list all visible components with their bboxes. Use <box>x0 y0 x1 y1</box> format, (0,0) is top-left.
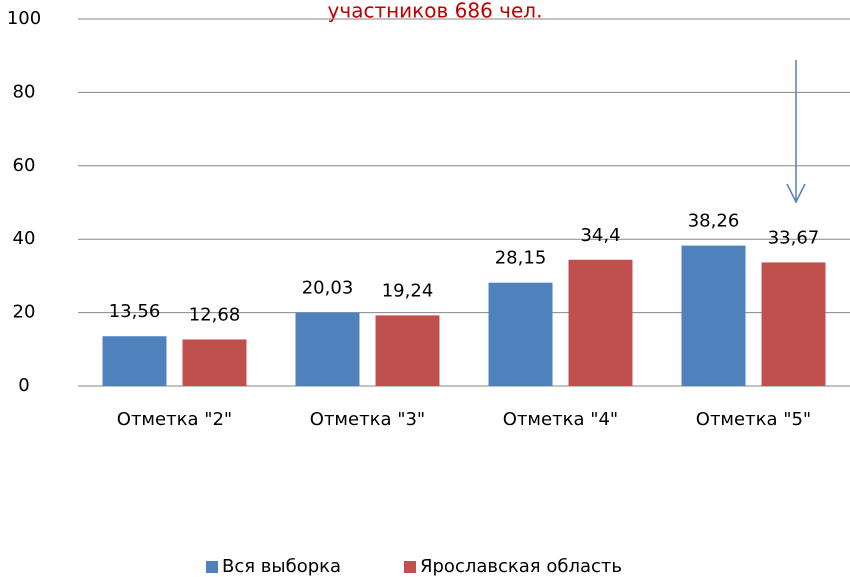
bar <box>488 282 553 386</box>
x-tick-label: Отметка "4" <box>503 409 618 430</box>
x-tick-label: Отметка "5" <box>696 409 811 430</box>
arrow-annotation <box>786 60 806 204</box>
bar <box>102 336 167 386</box>
legend-label: Ярославская область <box>420 556 622 577</box>
value-label: 38,26 <box>688 211 740 232</box>
y-tick-label: 100 <box>7 8 41 29</box>
value-label: 34,4 <box>580 225 620 246</box>
y-tick-label: 60 <box>13 155 36 176</box>
value-label: 13,56 <box>109 301 161 322</box>
bar <box>568 259 633 386</box>
bar <box>681 245 746 386</box>
x-tick-label: Отметка "3" <box>310 409 425 430</box>
legend-swatch <box>404 561 416 573</box>
y-tick-label: 20 <box>13 302 36 323</box>
bar <box>375 315 440 386</box>
value-label: 20,03 <box>302 277 354 298</box>
bar <box>761 262 826 386</box>
y-tick-label: 40 <box>13 228 36 249</box>
bar <box>295 312 360 386</box>
bar <box>182 339 247 386</box>
legend-label: Вся выборка <box>222 556 341 577</box>
value-label: 28,15 <box>495 248 547 269</box>
value-label: 33,67 <box>768 227 820 248</box>
legend-swatch <box>206 561 218 573</box>
y-tick-label: 80 <box>13 81 36 102</box>
chart-title: участников 686 чел. <box>328 0 543 23</box>
value-label: 12,68 <box>189 304 241 325</box>
value-label: 19,24 <box>382 280 434 301</box>
y-tick-label: 0 <box>18 375 29 396</box>
x-tick-label: Отметка "2" <box>117 409 232 430</box>
arrow-head <box>786 183 806 204</box>
